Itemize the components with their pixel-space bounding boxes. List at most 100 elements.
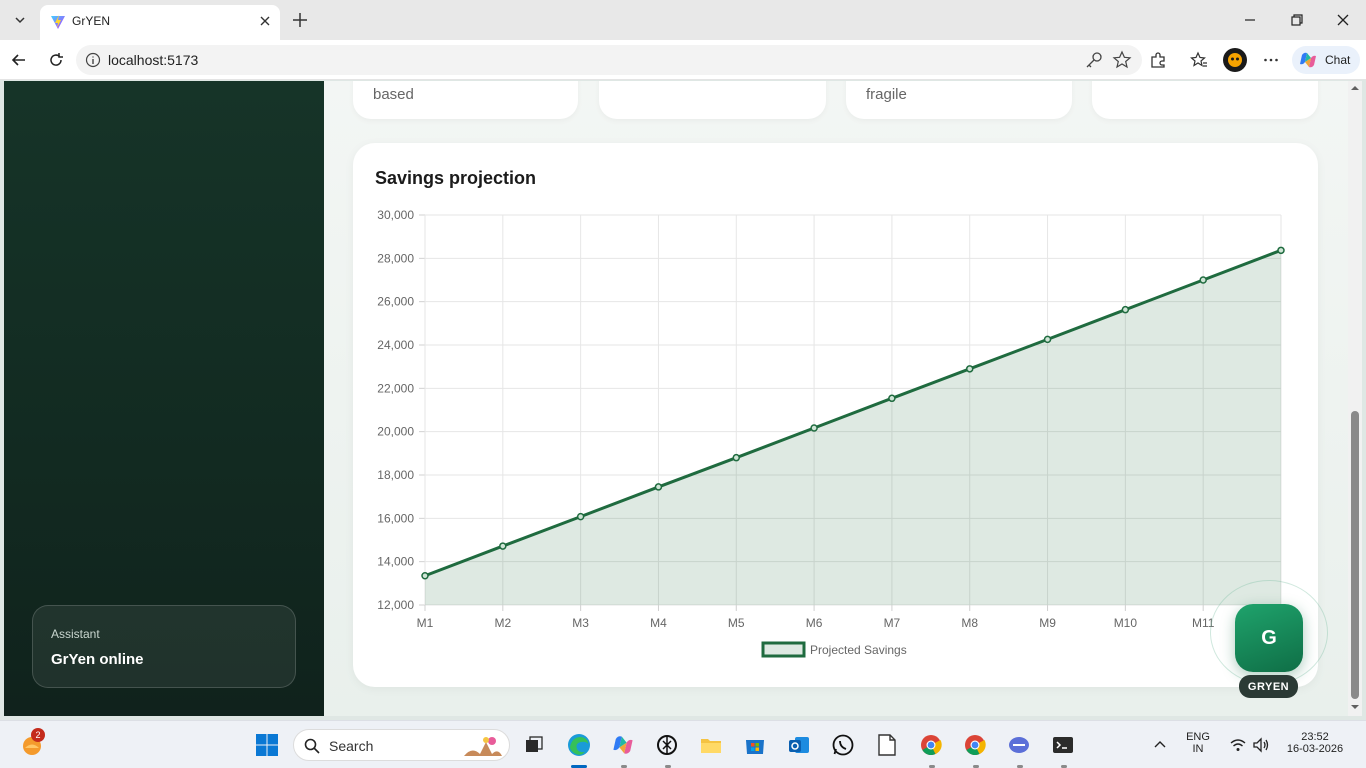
data-point: [576, 512, 585, 521]
remote-app-icon[interactable]: [1003, 729, 1035, 761]
tab-list-chevron-icon[interactable]: [6, 6, 34, 34]
tab-title: GrYEN: [72, 14, 111, 28]
summary-card-4: [1092, 81, 1318, 119]
data-point: [1199, 276, 1207, 284]
key-icon[interactable]: [1084, 50, 1104, 70]
summary-card-3: fragile: [846, 81, 1072, 119]
back-arrow-icon[interactable]: [8, 49, 30, 71]
assistant-status-card[interactable]: Assistant GrYen online: [32, 605, 296, 688]
x-tick-label: M11: [1192, 616, 1215, 630]
wifi-icon[interactable]: [1222, 729, 1254, 761]
task-view-icon[interactable]: [518, 729, 550, 761]
summary-card-2: [599, 81, 826, 119]
y-tick-label: 18,000: [377, 468, 414, 482]
x-tick-label: M10: [1114, 616, 1138, 630]
page-scrollbar[interactable]: [1348, 81, 1362, 716]
y-tick-label: 26,000: [377, 295, 414, 309]
data-point: [888, 394, 896, 403]
summary-card-1: based: [353, 81, 578, 119]
minimize-icon[interactable]: [1238, 8, 1262, 32]
x-tick-label: M6: [806, 616, 823, 630]
document-file-icon[interactable]: [871, 729, 903, 761]
x-tick-label: M3: [572, 616, 589, 630]
search-highlight-art-icon: [464, 737, 502, 756]
chatgpt-icon[interactable]: [651, 729, 683, 761]
active-app-indicator: [571, 765, 587, 768]
file-explorer-icon[interactable]: [695, 729, 727, 761]
gryen-assistant-button[interactable]: G: [1235, 604, 1303, 672]
x-tick-label: M9: [1039, 616, 1056, 630]
summary-card-3-text: fragile: [866, 86, 907, 103]
scroll-up-arrow-icon[interactable]: [1350, 83, 1360, 93]
scroll-thumb[interactable]: [1351, 411, 1359, 699]
favorites-icon[interactable]: [1188, 49, 1210, 71]
info-icon[interactable]: [85, 52, 101, 68]
volume-icon[interactable]: [1245, 729, 1277, 761]
scroll-down-arrow-icon[interactable]: [1350, 702, 1360, 712]
browser-tab-strip: GrYEN: [0, 0, 1366, 40]
language-indicator[interactable]: ENG IN: [1180, 731, 1216, 755]
whatsapp-icon[interactable]: [827, 729, 859, 761]
region-code: IN: [1192, 743, 1204, 755]
savings-line-chart: 12,000 14,000 16,000 18,000 20,000 22,000 24,0…: [377, 208, 1285, 658]
show-hidden-icons-chevron-icon[interactable]: [1144, 729, 1176, 761]
x-tick-label: M7: [884, 616, 901, 630]
data-point: [810, 424, 818, 432]
y-tick-label: 22,000: [377, 381, 414, 395]
notification-count-badge: 2: [31, 728, 45, 742]
summary-card-1-text: based: [373, 86, 414, 103]
vite-favicon-icon: [51, 15, 65, 29]
edge-browser-icon[interactable]: [563, 729, 595, 761]
copilot-chat-button[interactable]: Chat: [1292, 46, 1360, 74]
assistant-title: GrYen online: [51, 651, 144, 668]
running-indicator: [665, 765, 671, 768]
gryen-badge[interactable]: GRYEN: [1239, 675, 1298, 698]
new-tab-icon[interactable]: [288, 8, 312, 32]
data-point: [965, 365, 974, 373]
projected-savings-line: [424, 248, 1282, 578]
data-point: [732, 453, 741, 462]
restore-icon[interactable]: [1284, 8, 1308, 32]
projected-savings-area: [425, 250, 1281, 606]
more-options-icon[interactable]: [1260, 49, 1282, 71]
extensions-puzzle-icon[interactable]: [1147, 49, 1169, 71]
terminal-icon[interactable]: [1047, 729, 1079, 761]
chrome-profile-icon[interactable]: [959, 729, 991, 761]
chrome-icon[interactable]: [915, 729, 947, 761]
profile-avatar[interactable]: [1223, 48, 1247, 72]
x-tick-label: M5: [728, 616, 745, 630]
data-point: [1121, 305, 1130, 314]
data-point: [421, 572, 429, 580]
microsoft-store-icon[interactable]: [739, 729, 771, 761]
x-tick-label: M1: [417, 616, 434, 630]
sidebar: Assistant GrYen online: [4, 81, 324, 716]
y-tick-label: 28,000: [377, 251, 414, 265]
system-clock[interactable]: 23:52 16-03-2026: [1280, 731, 1350, 755]
legend-label: Projected Savings: [810, 643, 907, 657]
outlook-icon[interactable]: [783, 729, 815, 761]
x-tick-label: M8: [961, 616, 978, 630]
y-tick-label: 24,000: [377, 338, 414, 352]
y-tick-label: 16,000: [377, 511, 414, 525]
running-indicator: [1061, 765, 1067, 768]
savings-projection-card: Savings projection 12,000 14,000 16,000 18,…: [353, 143, 1318, 687]
close-window-icon[interactable]: [1331, 8, 1355, 32]
language-code: ENG: [1186, 731, 1210, 743]
y-tick-label: 14,000: [377, 555, 414, 569]
refresh-icon[interactable]: [45, 49, 67, 71]
taskbar-search-box[interactable]: Search: [293, 729, 510, 761]
browser-tab[interactable]: GrYEN: [40, 5, 280, 40]
windows-taskbar: 2 Search: [0, 720, 1366, 768]
chat-label: Chat: [1325, 53, 1351, 67]
url-text: localhost:5173: [108, 52, 199, 68]
chart-title: Savings projection: [375, 168, 537, 188]
close-tab-icon[interactable]: [256, 12, 274, 30]
favorite-star-icon[interactable]: [1112, 50, 1132, 70]
clock-date: 16-03-2026: [1286, 743, 1344, 755]
copilot-app-icon[interactable]: [607, 729, 639, 761]
running-indicator: [621, 765, 627, 768]
data-point: [1277, 246, 1285, 255]
y-tick-label: 20,000: [377, 425, 414, 439]
address-bar[interactable]: localhost:5173: [76, 45, 1142, 75]
windows-start-icon[interactable]: [251, 729, 283, 761]
